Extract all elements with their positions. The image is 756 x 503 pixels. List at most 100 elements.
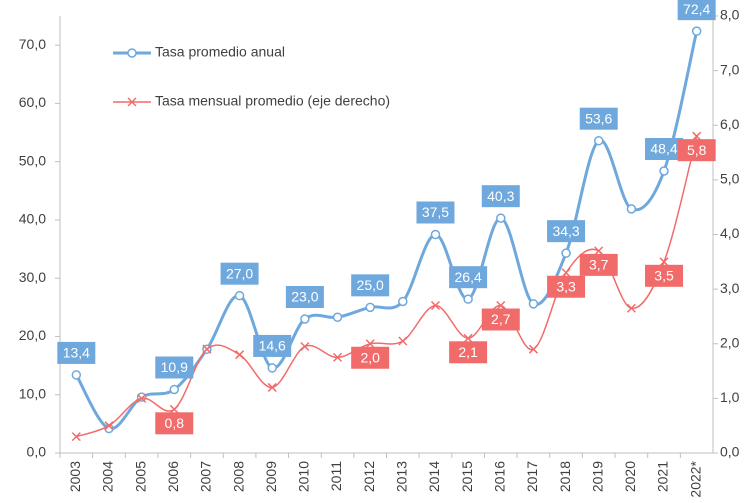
point: [528, 299, 539, 309]
x-tick-label: 2019: [589, 461, 605, 492]
value-label-bg: [645, 137, 684, 160]
y2-tick-label: 6,0: [720, 116, 740, 132]
value-label: 14,6: [259, 338, 286, 354]
x-tick-label: 2013: [394, 461, 410, 492]
x-tick-label: 2005: [132, 461, 148, 492]
x-tick-label: 2007: [198, 461, 214, 492]
value-label-bg: [481, 308, 520, 331]
x-tick-label: 2021: [655, 461, 671, 492]
value-label: 26,4: [455, 269, 482, 285]
x-tick-label: 2018: [557, 461, 573, 492]
value-label: 2,0: [360, 349, 380, 365]
y2-tick-label: 5,0: [720, 171, 740, 187]
value-label-bg: [547, 220, 586, 243]
point: [300, 341, 310, 352]
value-label: 37,5: [422, 204, 449, 220]
y2-tick-label: 4,0: [720, 225, 740, 241]
point: [71, 432, 81, 442]
x-tick-label: 2014: [426, 461, 442, 492]
y-tick-label: 50,0: [19, 152, 46, 168]
value-label: 27,0: [226, 265, 253, 281]
value-label: 13,4: [63, 345, 90, 361]
value-label-bg: [449, 266, 488, 289]
point: [398, 296, 408, 307]
point: [234, 290, 245, 301]
point: [332, 352, 343, 362]
value-label: 72,4: [683, 1, 710, 17]
value-label-bg: [645, 264, 684, 287]
value-label-bg: [155, 356, 194, 379]
value-label-bg: [416, 201, 455, 224]
value-label-bg: [285, 285, 324, 308]
x-tick-label: 2004: [100, 461, 116, 492]
point: [463, 294, 473, 304]
x-tick-label: 2015: [459, 461, 475, 492]
point: [267, 382, 277, 392]
point: [561, 248, 571, 258]
x-tick-label: 2012: [361, 461, 377, 492]
point: [430, 300, 441, 311]
point: [659, 257, 669, 267]
value-label: 10,9: [161, 359, 188, 375]
value-label-bg: [253, 334, 292, 357]
point: [691, 26, 702, 36]
y-tick-label: 20,0: [19, 327, 46, 343]
value-label-bg: [351, 274, 390, 297]
point: [398, 336, 408, 346]
value-label: 40,3: [487, 188, 514, 204]
value-label: 48,4: [650, 141, 677, 157]
value-label: 23,0: [291, 289, 318, 305]
value-label-bg: [677, 139, 716, 162]
value-label-bg: [449, 341, 488, 364]
y2-tick-label: 1,0: [720, 389, 740, 405]
point: [496, 213, 506, 223]
point: [332, 312, 343, 322]
value-label-bg: [351, 346, 390, 369]
value-label: 2,1: [458, 344, 478, 360]
value-label: 2,7: [491, 311, 511, 327]
point: [169, 404, 179, 414]
y2-tick-label: 3,0: [720, 280, 740, 296]
point: [365, 302, 375, 313]
point: [594, 246, 604, 256]
x-tick-label: 2006: [165, 461, 181, 492]
point: [169, 384, 180, 395]
value-label: 34,3: [552, 223, 579, 239]
x-tick-label: 2016: [491, 461, 507, 492]
y2-tick-label: 2,0: [720, 334, 740, 350]
point: [593, 135, 604, 146]
value-label-bg: [579, 107, 618, 130]
x-tick-label: 2003: [67, 461, 83, 492]
y-tick-label: 60,0: [19, 94, 46, 110]
legend-marker: [127, 97, 137, 107]
legend-label: Tasa mensual promedio (eje derecho): [155, 93, 390, 109]
value-label: 5,8: [687, 142, 707, 158]
y2-tick-label: 0,0: [720, 444, 740, 460]
point: [659, 166, 669, 176]
value-label-bg: [677, 0, 716, 21]
point: [267, 363, 277, 373]
y-tick-label: 0,0: [27, 444, 47, 460]
x-tick-label: 2022*: [687, 460, 703, 497]
point: [430, 229, 441, 240]
point: [71, 370, 82, 380]
value-label-bg: [220, 262, 259, 285]
point: [626, 303, 636, 313]
value-label: 3,5: [654, 268, 674, 284]
value-label: 0,8: [165, 415, 185, 431]
value-label-bg: [547, 275, 586, 298]
x-tick-label: 2020: [622, 461, 638, 492]
legend-marker: [127, 48, 137, 58]
value-label-bg: [481, 185, 520, 208]
y2-tick-label: 7,0: [720, 61, 740, 77]
point: [626, 204, 637, 214]
y2-tick-label: 8,0: [720, 7, 740, 23]
point: [235, 350, 245, 360]
point: [137, 393, 147, 403]
y-tick-label: 70,0: [19, 36, 46, 52]
value-label-bg: [57, 341, 96, 364]
point: [104, 421, 114, 431]
y-tick-label: 10,0: [19, 385, 46, 401]
legend-label: Tasa promedio anual: [155, 44, 285, 60]
